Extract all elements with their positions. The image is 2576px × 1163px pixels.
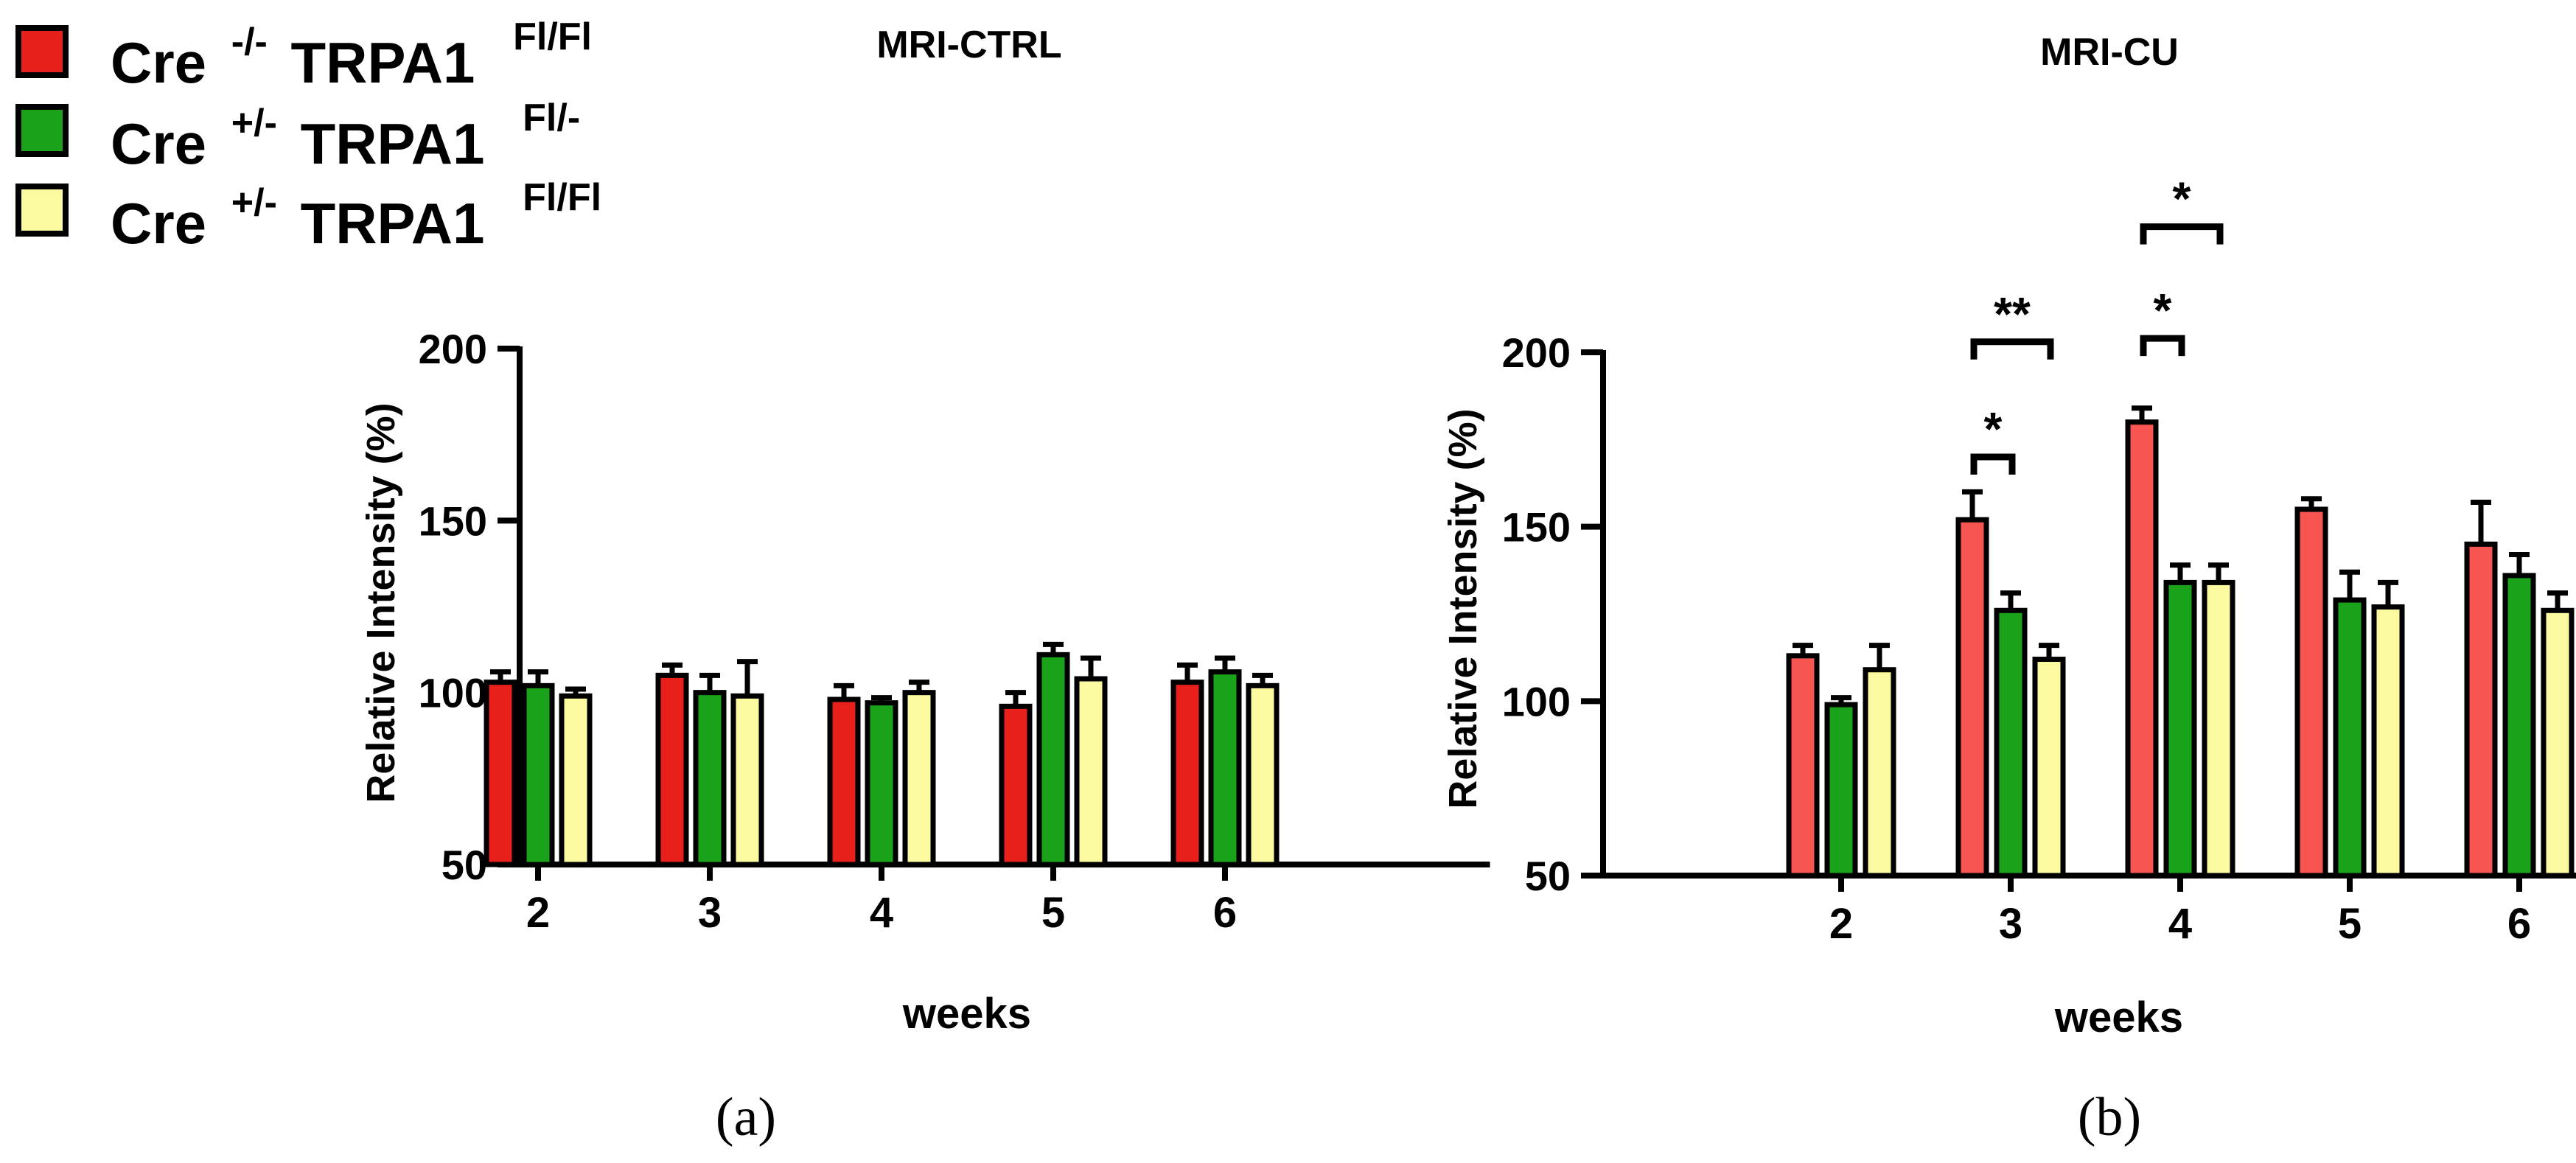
chart-b-x-tick-label: 6 bbox=[2507, 900, 2531, 948]
bar bbox=[1786, 653, 1820, 879]
chart-b-x-tick-label: 5 bbox=[2338, 900, 2362, 948]
chart-panel-a: MRI-CTRL Relative Intensity (%) weeks (a… bbox=[359, 24, 1490, 1148]
legend-gene-2: TRPA1 bbox=[301, 191, 485, 256]
significance-label: * bbox=[1984, 402, 2003, 455]
chart-a-title: MRI-CTRL bbox=[876, 24, 1061, 66]
bar bbox=[1036, 652, 1070, 867]
chart-b-y-tick-label: 150 bbox=[1502, 504, 1571, 551]
legend-sup2-2: Fl/Fl bbox=[523, 176, 601, 219]
bar bbox=[559, 693, 593, 867]
chart-a-y-tick-label: 100 bbox=[419, 670, 487, 716]
chart-a-y-tick-label: 150 bbox=[419, 497, 487, 544]
legend-label-1: Cre +/- TRPA1 Fl/- bbox=[111, 83, 580, 176]
chart-b-y-tick-label: 200 bbox=[1502, 329, 1571, 376]
bar bbox=[1955, 517, 1989, 879]
chart-b-y-tick-label: 50 bbox=[1525, 853, 1571, 899]
bar bbox=[693, 690, 727, 867]
bar bbox=[655, 672, 689, 867]
bar bbox=[1074, 676, 1108, 867]
legend-prefix-2: Cre bbox=[111, 191, 206, 256]
legend-sup1-2: +/- bbox=[231, 181, 277, 224]
legend-gene-1: TRPA1 bbox=[301, 111, 485, 176]
significance-label: * bbox=[2173, 172, 2191, 226]
chart-b-panel-label: (b) bbox=[2078, 1087, 2141, 1148]
chart-b-ylabel: Relative Intensity (%) bbox=[1441, 408, 1485, 808]
bar bbox=[2371, 604, 2405, 879]
chart-b-title: MRI-CU bbox=[2040, 31, 2179, 74]
legend-item-0: Cre -/- TRPA1 Fl/Fl bbox=[15, 2, 592, 95]
chart-b-xlabel: weeks bbox=[2054, 993, 2183, 1041]
bar bbox=[999, 703, 1033, 867]
chart-a-x-tick-label: 2 bbox=[526, 889, 550, 937]
chart-panel-b: MRI-CU Relative Intensity (%) weeks (b) … bbox=[1441, 31, 2576, 1148]
significance-label: ** bbox=[1994, 287, 2031, 340]
legend-gene-0: TRPA1 bbox=[291, 30, 475, 95]
significance-bracket bbox=[2140, 335, 2185, 357]
bar bbox=[865, 700, 898, 867]
bar bbox=[484, 680, 517, 867]
chart-b-x-tick-label: 3 bbox=[1999, 900, 2022, 948]
bar bbox=[2032, 657, 2066, 879]
legend-item-1: Cre +/- TRPA1 Fl/- bbox=[15, 83, 580, 176]
legend-label-0: Cre -/- TRPA1 Fl/Fl bbox=[111, 2, 592, 95]
chart-a-x-tick-label: 4 bbox=[870, 889, 893, 937]
legend-sup1-1: +/- bbox=[231, 102, 277, 144]
chart-a-ylabel: Relative Intensity (%) bbox=[359, 402, 403, 803]
legend-item-2: Cre +/- TRPA1 Fl/Fl bbox=[15, 163, 601, 256]
legend-prefix-0: Cre bbox=[111, 30, 206, 95]
bar bbox=[2541, 607, 2575, 879]
bar bbox=[1994, 607, 2028, 879]
bar bbox=[730, 693, 764, 867]
bar bbox=[2163, 579, 2197, 879]
legend-sup1-0: -/- bbox=[231, 21, 268, 63]
chart-a-y-tick-label: 50 bbox=[441, 842, 487, 888]
bar bbox=[1824, 702, 1858, 879]
significance-bracket bbox=[1970, 338, 2054, 360]
bar bbox=[1246, 682, 1280, 867]
bar bbox=[2502, 573, 2536, 879]
significance-bracket bbox=[2140, 223, 2224, 245]
chart-a-x-tick-label: 5 bbox=[1041, 889, 1065, 937]
bar bbox=[2294, 506, 2328, 879]
legend-sup2-1: Fl/- bbox=[523, 97, 580, 139]
legend-label-2: Cre +/- TRPA1 Fl/Fl bbox=[111, 163, 601, 256]
bar bbox=[1208, 669, 1242, 867]
legend-swatch-0 bbox=[15, 25, 69, 78]
bar bbox=[2125, 419, 2159, 879]
chart-a-panel-label: (a) bbox=[716, 1087, 776, 1148]
significance-label: * bbox=[2154, 284, 2172, 337]
bar bbox=[2202, 579, 2235, 879]
legend-swatch-2 bbox=[15, 184, 69, 237]
chart-a-x-tick-label: 6 bbox=[1213, 889, 1237, 937]
bar bbox=[827, 696, 861, 867]
legend-prefix-1: Cre bbox=[111, 111, 206, 176]
legend-swatch-1 bbox=[15, 104, 69, 157]
chart-a-y-tick-label: 200 bbox=[419, 326, 487, 372]
chart-a-x-tick-label: 3 bbox=[698, 889, 722, 937]
chart-b-y-tick-label: 100 bbox=[1502, 678, 1571, 724]
bar bbox=[1863, 667, 1896, 879]
chart-b-x-tick-label: 4 bbox=[2168, 900, 2192, 948]
chart-b-x-tick-label: 2 bbox=[1829, 900, 1853, 948]
bar bbox=[902, 690, 936, 867]
significance-bracket bbox=[1970, 453, 2016, 475]
bar bbox=[2333, 597, 2367, 879]
chart-a-xlabel: weeks bbox=[902, 990, 1031, 1038]
bar bbox=[1170, 680, 1204, 867]
legend-sup2-0: Fl/Fl bbox=[513, 15, 592, 58]
bar bbox=[521, 682, 555, 867]
bar bbox=[2464, 541, 2498, 879]
legend: Cre -/- TRPA1 Fl/Fl Cre +/- TRPA1 Fl/- C… bbox=[15, 2, 601, 256]
